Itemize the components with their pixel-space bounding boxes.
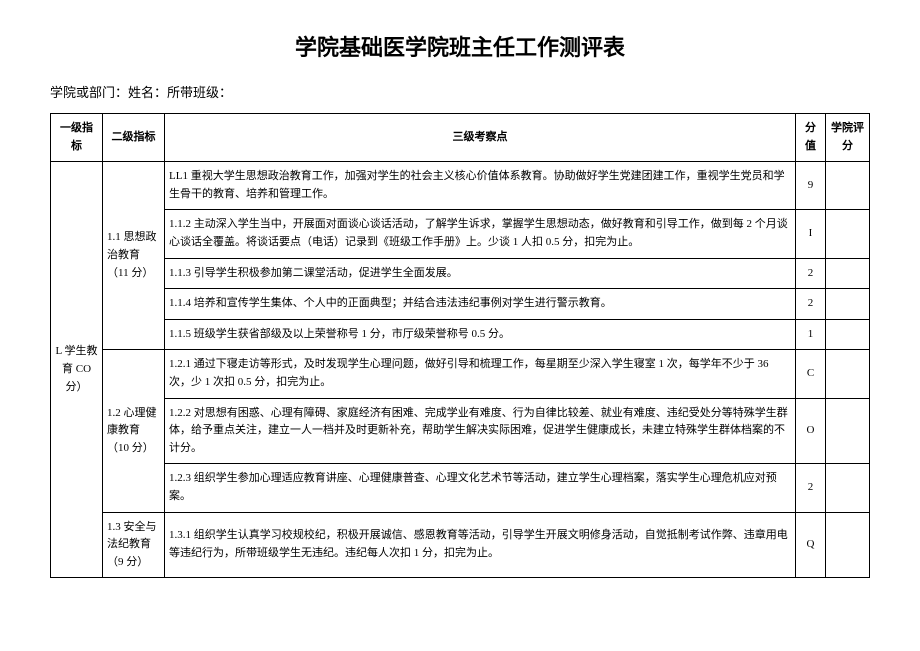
eval-cell — [826, 464, 870, 512]
score-cell: 9 — [796, 162, 826, 210]
score-cell: Q — [796, 512, 826, 578]
eval-cell — [826, 319, 870, 350]
level2-cell: 1.2 心理健康教育（10 分） — [103, 350, 165, 512]
header-level2: 二级指标 — [103, 114, 165, 162]
table-row: 1.2.3 组织学生参加心理适应教育讲座、心理健康普查、心理文化艺术节等活动，建… — [51, 464, 870, 512]
eval-cell — [826, 289, 870, 320]
level3-cell: 1.3.1 组织学生认真学习校规校纪，积极开展诚信、感恩教育等活动，引导学生开展… — [165, 512, 796, 578]
level3-cell: 1.1.5 班级学生获省部级及以上荣誉称号 1 分，市厅级荣誉称号 0.5 分。 — [165, 319, 796, 350]
eval-cell — [826, 162, 870, 210]
header-eval: 学院评分 — [826, 114, 870, 162]
score-cell: C — [796, 350, 826, 398]
eval-cell — [826, 512, 870, 578]
level3-cell: 1.2.3 组织学生参加心理适应教育讲座、心理健康普查、心理文化艺术节等活动，建… — [165, 464, 796, 512]
table-row: L 学生教育 CO 分）1.1 思想政治教育（11 分）LL1 重视大学生思想政… — [51, 162, 870, 210]
score-cell: 2 — [796, 464, 826, 512]
table-row: 1.1.4 培养和宣传学生集体、个人中的正面典型；并结合违法违纪事例对学生进行警… — [51, 289, 870, 320]
level2-cell: 1.1 思想政治教育（11 分） — [103, 162, 165, 350]
table-row: 1.1.3 引导学生积极参加第二课堂活动，促进学生全面发展。2 — [51, 258, 870, 289]
level3-cell: 1.2.1 通过下寝走访等形式，及时发现学生心理问题，做好引导和梳理工作，每星期… — [165, 350, 796, 398]
eval-cell — [826, 398, 870, 464]
evaluation-table: 一级指标 二级指标 三级考察点 分值 学院评分 L 学生教育 CO 分）1.1 … — [50, 113, 870, 578]
level3-cell: 1.2.2 对思想有困惑、心理有障碍、家庭经济有困难、完成学业有难度、行为自律比… — [165, 398, 796, 464]
subtitle-line: 学院或部门：姓名：所带班级： — [50, 82, 870, 101]
header-level1: 一级指标 — [51, 114, 103, 162]
score-cell: I — [796, 210, 826, 258]
table-row: 1.1.2 主动深入学生当中，开展面对面谈心谈话活动，了解学生诉求，掌握学生思想… — [51, 210, 870, 258]
level1-cell: L 学生教育 CO 分） — [51, 162, 103, 578]
level3-cell: 1.1.3 引导学生积极参加第二课堂活动，促进学生全面发展。 — [165, 258, 796, 289]
header-score: 分值 — [796, 114, 826, 162]
header-level3: 三级考察点 — [165, 114, 796, 162]
page-title: 学院基础医学院班主任工作测评表 — [50, 30, 870, 62]
eval-cell — [826, 350, 870, 398]
score-cell: 1 — [796, 319, 826, 350]
table-row: 1.2 心理健康教育（10 分）1.2.1 通过下寝走访等形式，及时发现学生心理… — [51, 350, 870, 398]
table-row: 1.2.2 对思想有困惑、心理有障碍、家庭经济有困难、完成学业有难度、行为自律比… — [51, 398, 870, 464]
table-row: 1.3 安全与法纪教育（9 分）1.3.1 组织学生认真学习校规校纪，积极开展诚… — [51, 512, 870, 578]
eval-cell — [826, 258, 870, 289]
table-row: 1.1.5 班级学生获省部级及以上荣誉称号 1 分，市厅级荣誉称号 0.5 分。… — [51, 319, 870, 350]
level3-cell: 1.1.2 主动深入学生当中，开展面对面谈心谈话活动，了解学生诉求，掌握学生思想… — [165, 210, 796, 258]
table-header-row: 一级指标 二级指标 三级考察点 分值 学院评分 — [51, 114, 870, 162]
eval-cell — [826, 210, 870, 258]
score-cell: 2 — [796, 258, 826, 289]
level3-cell: 1.1.4 培养和宣传学生集体、个人中的正面典型；并结合违法违纪事例对学生进行警… — [165, 289, 796, 320]
level2-cell: 1.3 安全与法纪教育（9 分） — [103, 512, 165, 578]
score-cell: 2 — [796, 289, 826, 320]
score-cell: O — [796, 398, 826, 464]
level3-cell: LL1 重视大学生思想政治教育工作，加强对学生的社会主义核心价值体系教育。协助做… — [165, 162, 796, 210]
